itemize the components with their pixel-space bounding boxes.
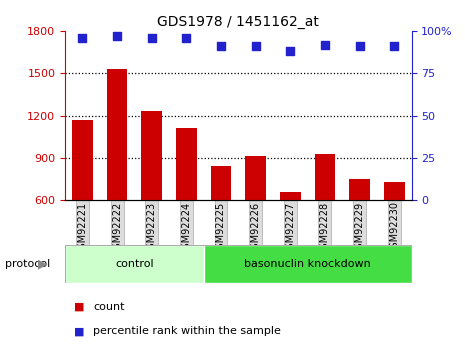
Bar bbox=[280, 191, 301, 200]
Bar bbox=[349, 179, 370, 200]
Text: count: count bbox=[93, 302, 125, 312]
Point bbox=[113, 33, 121, 39]
Text: percentile rank within the sample: percentile rank within the sample bbox=[93, 326, 281, 336]
Title: GDS1978 / 1451162_at: GDS1978 / 1451162_at bbox=[157, 14, 319, 29]
Text: protocol: protocol bbox=[5, 259, 50, 269]
Bar bbox=[314, 154, 335, 200]
Point bbox=[286, 49, 294, 54]
Text: control: control bbox=[115, 259, 154, 269]
Point bbox=[148, 35, 155, 41]
Bar bbox=[72, 120, 93, 200]
Bar bbox=[65, 245, 204, 283]
Point bbox=[217, 43, 225, 49]
Point bbox=[183, 35, 190, 41]
Point bbox=[79, 35, 86, 41]
Bar bbox=[106, 69, 127, 200]
Text: ■: ■ bbox=[74, 326, 85, 336]
Bar bbox=[141, 111, 162, 200]
Point bbox=[391, 43, 398, 49]
Bar bbox=[245, 156, 266, 200]
Point bbox=[321, 42, 329, 47]
Text: basonuclin knockdown: basonuclin knockdown bbox=[244, 259, 371, 269]
Bar bbox=[211, 166, 232, 200]
Bar bbox=[204, 245, 412, 283]
Text: ▶: ▶ bbox=[39, 257, 48, 270]
Point bbox=[356, 43, 363, 49]
Bar bbox=[384, 182, 405, 200]
Point bbox=[252, 43, 259, 49]
Text: ■: ■ bbox=[74, 302, 85, 312]
Bar bbox=[176, 128, 197, 200]
